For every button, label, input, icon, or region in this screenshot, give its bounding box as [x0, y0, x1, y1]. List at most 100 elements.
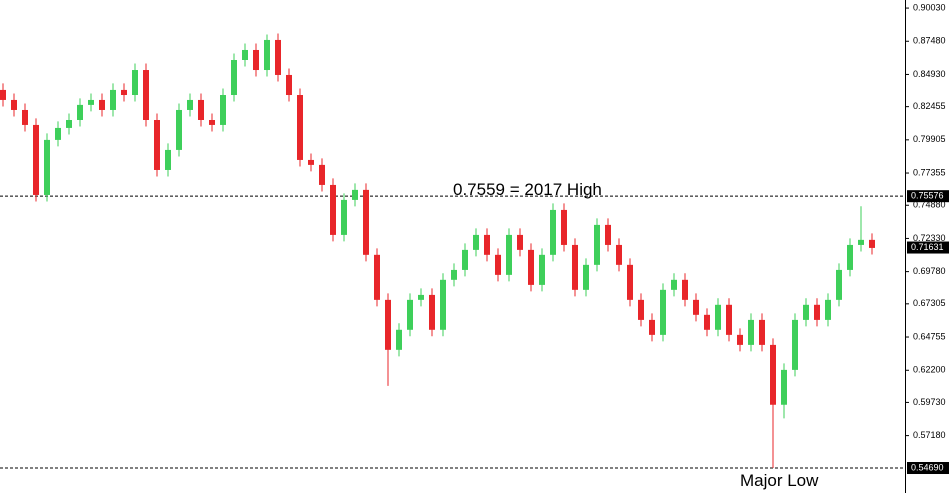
candle-body: [660, 289, 666, 335]
candle-body: [473, 234, 479, 250]
candle-body: [638, 299, 644, 320]
candle-body: [77, 104, 83, 120]
candle-body: [352, 189, 358, 200]
candle-body: [297, 95, 303, 160]
candle-body: [418, 294, 424, 300]
candle-body: [517, 234, 523, 250]
candle-body: [143, 70, 149, 120]
candle-body: [286, 74, 292, 96]
level-label-bg: [907, 241, 949, 254]
y-tick-label: 0.64755: [913, 331, 946, 341]
candle-body: [726, 304, 732, 335]
candle-body: [231, 59, 237, 96]
candle-body: [242, 49, 248, 60]
candle-body: [99, 99, 105, 110]
candle-body: [407, 299, 413, 330]
candle-body: [704, 314, 710, 330]
candle-body: [132, 70, 138, 96]
candle-body: [440, 279, 446, 330]
candle-body: [627, 264, 633, 300]
y-tick-label: 0.69780: [913, 266, 946, 276]
y-tick-label: 0.74880: [913, 200, 946, 210]
candle-body: [792, 319, 798, 370]
candle-body: [583, 264, 589, 290]
candle-body: [22, 109, 28, 125]
annotation: Major Low: [740, 471, 819, 490]
candle-body: [781, 369, 787, 405]
candle-body: [847, 244, 853, 270]
level-label: 0.71631: [911, 242, 944, 252]
candle-body: [429, 294, 435, 330]
candle-body: [396, 329, 402, 350]
candle-body: [671, 279, 677, 290]
candle-body: [770, 344, 776, 405]
candle-body: [737, 334, 743, 345]
y-tick-label: 0.77355: [913, 167, 946, 177]
candle-body: [0, 89, 6, 100]
y-tick-label: 0.72330: [913, 233, 946, 243]
candle-body: [187, 99, 193, 110]
candle-body: [550, 209, 556, 255]
level-label-bg: [907, 462, 949, 475]
y-tick-label: 0.84930: [913, 69, 946, 79]
candle-body: [264, 39, 270, 71]
candle-body: [748, 319, 754, 345]
level-label: 0.75576: [911, 191, 944, 201]
candle-body: [561, 209, 567, 245]
candle-body: [88, 99, 94, 105]
candle-body: [803, 304, 809, 320]
candle-body: [693, 299, 699, 315]
y-tick-label: 0.57180: [913, 430, 946, 440]
candle-body: [341, 199, 347, 235]
candle-body: [253, 49, 259, 71]
candle-body: [858, 239, 864, 245]
y-tick-label: 0.87480: [913, 36, 946, 46]
candle-body: [110, 89, 116, 110]
candle-body: [55, 127, 61, 140]
candle-body: [121, 89, 127, 96]
level-label: 0.54690: [911, 462, 944, 472]
candle-body: [715, 304, 721, 330]
y-tick-label: 0.62200: [913, 365, 946, 375]
candle-body: [682, 279, 688, 300]
candle-body: [506, 234, 512, 275]
candle-body: [869, 239, 875, 248]
candle-body: [44, 139, 50, 195]
candle-body: [198, 99, 204, 120]
candle-body: [814, 304, 820, 320]
candle-body: [495, 254, 501, 275]
candle-body: [484, 234, 490, 255]
candle-body: [220, 95, 226, 125]
candle-body: [66, 119, 72, 128]
y-tick-label: 0.67305: [913, 298, 946, 308]
candle-body: [539, 254, 545, 285]
candle-body: [154, 119, 160, 170]
candle-body: [176, 109, 182, 150]
y-tick-label: 0.79905: [913, 134, 946, 144]
candle-body: [330, 184, 336, 235]
candle-body: [33, 124, 39, 195]
y-tick-label: 0.90030: [913, 2, 946, 12]
level-label-bg: [907, 190, 949, 203]
candle-body: [572, 244, 578, 290]
y-tick-label: 0.59730: [913, 397, 946, 407]
candle-body: [759, 319, 765, 345]
candle-body: [275, 39, 281, 75]
candle-body: [385, 299, 391, 350]
candle-body: [363, 189, 369, 255]
candle-body: [616, 244, 622, 265]
candle-body: [836, 269, 842, 300]
candle-body: [319, 164, 325, 185]
candle-body: [11, 99, 17, 110]
y-tick-label: 0.82455: [913, 101, 946, 111]
candle-body: [825, 299, 831, 320]
candle-body: [165, 149, 171, 170]
candle-body: [462, 249, 468, 270]
candle-body: [605, 224, 611, 245]
candle-body: [528, 249, 534, 285]
candle-body: [209, 119, 215, 125]
candle-body: [594, 224, 600, 265]
candle-body: [308, 159, 314, 165]
candle-body: [451, 269, 457, 280]
